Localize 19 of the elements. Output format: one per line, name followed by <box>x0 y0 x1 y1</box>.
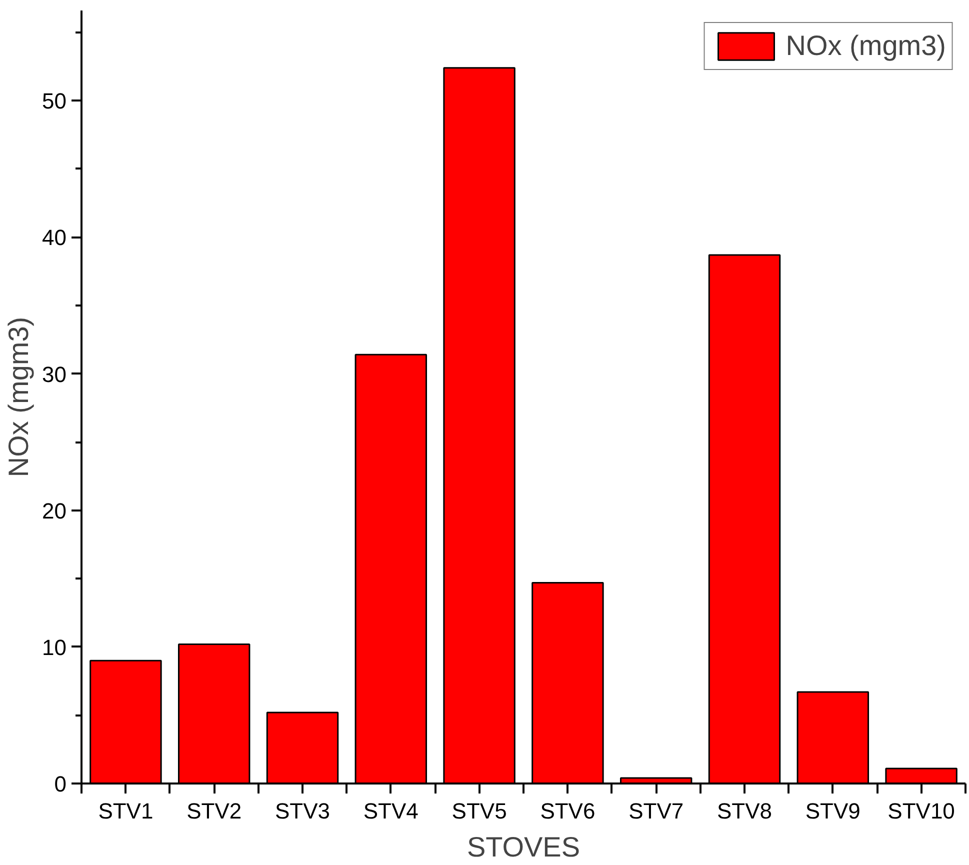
x-tick-label: STV2 <box>186 798 242 824</box>
x-tick-label: STV9 <box>805 798 860 824</box>
legend-label: NOx (mgm3) <box>786 30 946 62</box>
y-tick-label: 0 <box>54 772 67 796</box>
y-tick-label: 20 <box>42 498 67 524</box>
x-tick-label: STV6 <box>540 798 596 824</box>
x-axis-title: STOVES <box>466 832 580 862</box>
x-tick-label: STV3 <box>274 798 330 824</box>
y-axis-title: NOx (mgm3) <box>3 316 34 478</box>
x-tick-label: STV10 <box>888 798 955 824</box>
x-tick-label: STV5 <box>452 798 507 824</box>
x-tick-label: STV8 <box>716 798 772 824</box>
y-tick-label: 50 <box>42 88 67 114</box>
x-tick-label: STV7 <box>628 798 684 824</box>
x-tick-label: STV1 <box>98 798 154 824</box>
x-tick-label: STV4 <box>363 798 418 824</box>
y-tick-label: 10 <box>42 634 67 660</box>
y-tick-label: 30 <box>42 362 67 387</box>
y-tick-label: 40 <box>42 225 67 250</box>
